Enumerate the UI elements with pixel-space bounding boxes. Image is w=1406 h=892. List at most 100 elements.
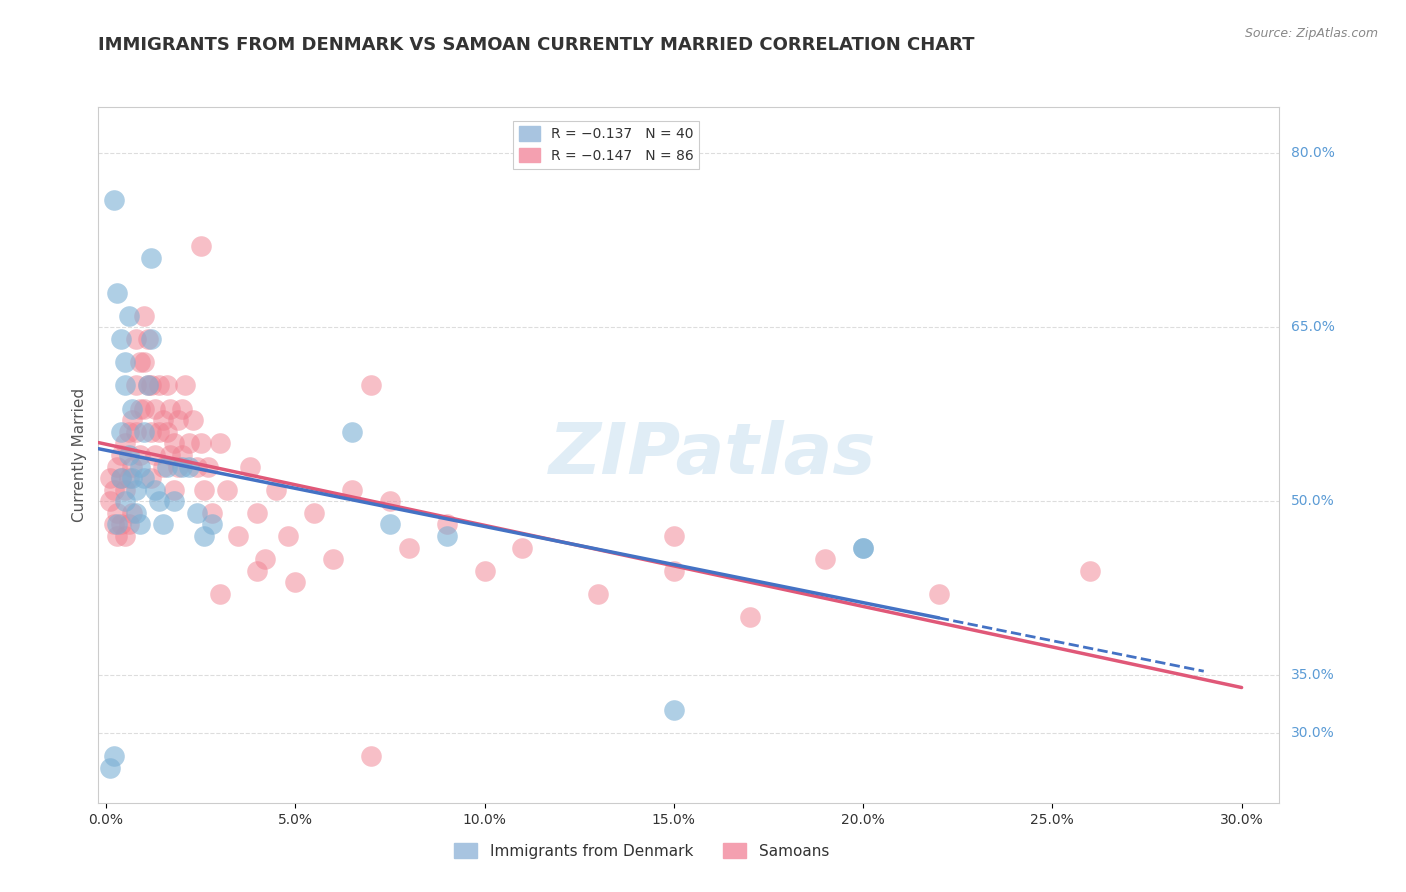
Point xyxy=(512,541,534,555)
Point xyxy=(179,459,201,474)
Point xyxy=(814,552,837,566)
Point xyxy=(132,309,155,323)
Point xyxy=(340,425,363,439)
Point xyxy=(136,332,159,346)
Point xyxy=(266,483,288,497)
Point xyxy=(148,378,170,392)
Point xyxy=(141,378,163,392)
Y-axis label: Currently Married: Currently Married xyxy=(72,388,87,522)
Point xyxy=(118,517,141,532)
Point xyxy=(436,529,458,543)
Point xyxy=(163,494,186,508)
Point xyxy=(125,506,148,520)
Point xyxy=(132,401,155,416)
Point xyxy=(163,483,186,497)
Point xyxy=(148,425,170,439)
Point xyxy=(132,355,155,369)
Point xyxy=(201,506,224,520)
Text: IMMIGRANTS FROM DENMARK VS SAMOAN CURRENTLY MARRIED CORRELATION CHART: IMMIGRANTS FROM DENMARK VS SAMOAN CURREN… xyxy=(98,36,974,54)
Point xyxy=(228,529,250,543)
Point xyxy=(103,193,125,207)
Point xyxy=(193,529,215,543)
Point xyxy=(98,761,121,775)
Point xyxy=(197,459,219,474)
Point xyxy=(103,483,125,497)
Point xyxy=(143,401,166,416)
Point xyxy=(152,459,174,474)
Point xyxy=(284,575,307,590)
Text: 80.0%: 80.0% xyxy=(1291,146,1336,161)
Point xyxy=(253,552,276,566)
Point xyxy=(928,587,950,601)
Point xyxy=(159,448,181,462)
Point xyxy=(125,332,148,346)
Point xyxy=(662,564,685,578)
Point xyxy=(121,471,143,485)
Point xyxy=(129,355,152,369)
Point xyxy=(129,459,152,474)
Point xyxy=(378,517,401,532)
Point xyxy=(186,459,208,474)
Point xyxy=(201,517,224,532)
Point xyxy=(143,483,166,497)
Text: ZIPatlas: ZIPatlas xyxy=(548,420,876,490)
Text: 35.0%: 35.0% xyxy=(1291,668,1336,682)
Point xyxy=(105,517,128,532)
Point xyxy=(103,517,125,532)
Point xyxy=(118,448,141,462)
Point xyxy=(186,506,208,520)
Point xyxy=(114,529,136,543)
Point xyxy=(103,749,125,764)
Point xyxy=(110,517,132,532)
Point xyxy=(152,517,174,532)
Point xyxy=(129,401,152,416)
Point xyxy=(118,425,141,439)
Point xyxy=(105,506,128,520)
Point xyxy=(129,448,152,462)
Point xyxy=(155,425,177,439)
Point xyxy=(193,483,215,497)
Point xyxy=(474,564,496,578)
Text: 65.0%: 65.0% xyxy=(1291,320,1336,334)
Point xyxy=(136,378,159,392)
Point xyxy=(132,471,155,485)
Point xyxy=(360,378,382,392)
Point xyxy=(322,552,344,566)
Point xyxy=(125,425,148,439)
Point xyxy=(110,471,132,485)
Point xyxy=(148,494,170,508)
Point xyxy=(121,401,143,416)
Point xyxy=(110,332,132,346)
Point xyxy=(277,529,299,543)
Point xyxy=(217,483,239,497)
Point xyxy=(114,355,136,369)
Point xyxy=(179,436,201,450)
Point xyxy=(98,471,121,485)
Text: 50.0%: 50.0% xyxy=(1291,494,1336,508)
Point xyxy=(152,413,174,427)
Point xyxy=(174,378,197,392)
Point xyxy=(114,483,136,497)
Point xyxy=(114,436,136,450)
Point xyxy=(141,332,163,346)
Point xyxy=(170,401,193,416)
Point xyxy=(141,251,163,265)
Text: 30.0%: 30.0% xyxy=(1291,726,1336,740)
Point xyxy=(208,587,231,601)
Point xyxy=(436,517,458,532)
Point xyxy=(738,610,761,624)
Point xyxy=(190,239,212,253)
Point xyxy=(105,285,128,300)
Point xyxy=(114,494,136,508)
Point xyxy=(167,459,190,474)
Point xyxy=(143,448,166,462)
Point xyxy=(246,564,269,578)
Point xyxy=(118,309,141,323)
Point xyxy=(110,471,132,485)
Point xyxy=(378,494,401,508)
Point xyxy=(110,425,132,439)
Legend: Immigrants from Denmark, Samoans: Immigrants from Denmark, Samoans xyxy=(449,837,835,864)
Point xyxy=(586,587,609,601)
Point xyxy=(118,471,141,485)
Point xyxy=(132,425,155,439)
